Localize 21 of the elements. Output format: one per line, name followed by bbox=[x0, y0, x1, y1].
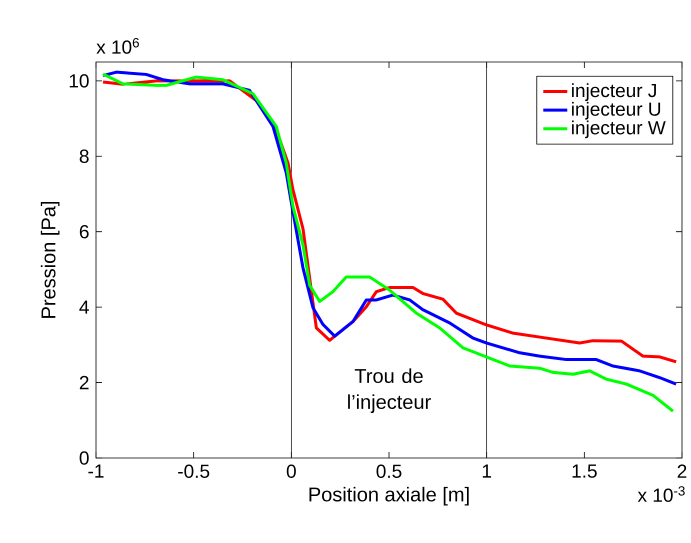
y-tick-label: 10 bbox=[70, 74, 89, 88]
text: x 10$^{6}$ bbox=[96, 38, 139, 54]
x-tick-label: -1 bbox=[88, 464, 104, 478]
x-tick-label: 0 bbox=[286, 464, 296, 478]
x-tick-label: 1 bbox=[482, 464, 492, 478]
legend-label: injecteur U bbox=[572, 102, 660, 120]
x-tick-label: 2 bbox=[678, 464, 686, 478]
annotation: Trou de l’injecteur bbox=[348, 368, 431, 413]
y-tick-label: 6 bbox=[80, 224, 89, 238]
y-tick-label: 8 bbox=[80, 150, 89, 164]
x-axis-title: Position axiale [m] bbox=[310, 486, 469, 506]
text: x 10$^{-3}$ bbox=[638, 486, 685, 502]
x-tick-label: 1.5 bbox=[572, 464, 597, 478]
legend-label: injecteur J bbox=[572, 83, 656, 101]
y-axis-title: Pression [Pa] bbox=[40, 202, 60, 318]
x-tick-label: 0.5 bbox=[376, 464, 402, 478]
y-tick-label: 4 bbox=[79, 300, 89, 314]
y-tick-label: 0 bbox=[80, 451, 89, 465]
y-tick-label: 2 bbox=[80, 376, 89, 390]
x-tick-label: -0.5 bbox=[178, 464, 210, 478]
legend-label: injecteur W bbox=[572, 120, 666, 138]
